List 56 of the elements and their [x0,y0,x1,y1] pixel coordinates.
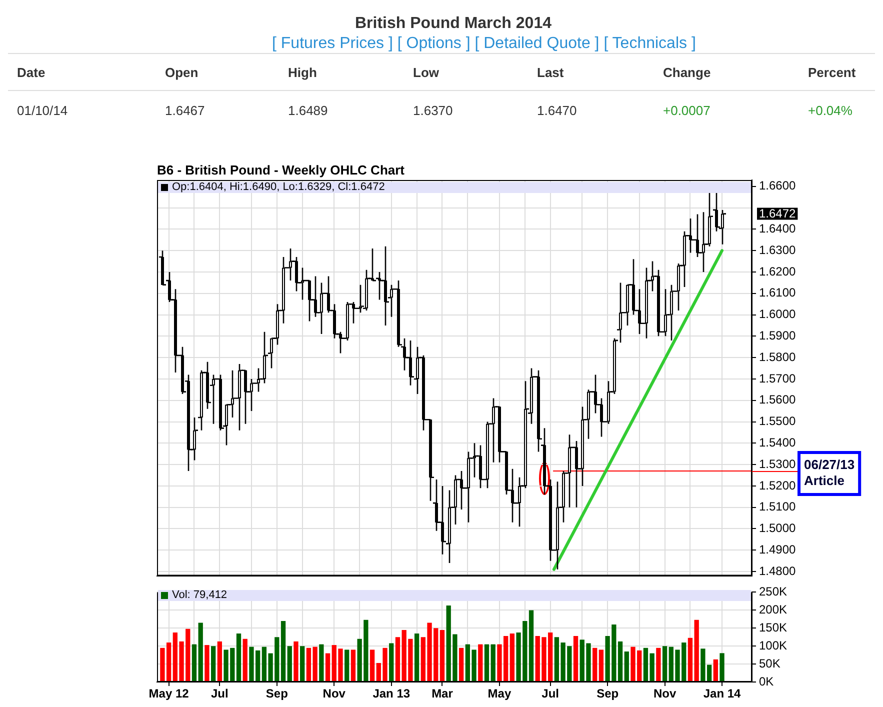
y-tick-label: 1.5600 [759,392,796,407]
text: 1.6489 [288,102,328,120]
text: [ Futures Prices ] [ Options ] [ Detailed Quote ] [ Technicals ] [272,34,696,54]
x-tick-label: Mar [432,686,454,701]
y-tick-label: 1.5400 [759,435,796,450]
y-tick-label: 50K [759,656,780,670]
x-tick-label: Nov [322,686,346,701]
x-tick-label: Sep [596,686,619,701]
x-tick-label: Jul [542,686,560,701]
text: 1.6472 [759,206,796,221]
y-tick-label: 1.5200 [759,478,796,492]
text: High [288,64,317,82]
y-tick-label: 1.6400 [759,222,796,236]
text: 01/10/14 [17,102,68,120]
y-tick-label: 1.6000 [759,307,796,322]
x-tick-label: Sep [266,686,288,701]
legend-label: 06/27/13 Article [804,457,855,488]
y-tick-label: 1.4800 [759,564,796,578]
y-tick-label: 150K [759,620,788,634]
text: Percent [808,64,856,82]
text: 1.6470 [537,102,577,120]
y-tick-label: 0K [759,674,774,688]
y-tick-label: 1.5300 [759,456,796,471]
text: +0.04% [808,102,852,120]
y-tick-label: 1.5700 [759,371,796,386]
x-tick-label: Jul [211,686,228,701]
y-tick-label: 1.6200 [759,264,796,278]
x-tick-label: Jan 14 [703,686,742,701]
x-tick-label: May [488,686,512,701]
y-tick-label: 1.6100 [759,286,796,300]
text: 1.6467 [165,102,205,120]
y-tick-label: 1.5000 [759,521,796,536]
y-tick-label: 200K [759,602,788,616]
text: 1.6370 [413,102,453,120]
text: Last [537,64,564,82]
y-tick-label: 1.5500 [759,414,796,428]
text: +0.0007 [663,102,710,120]
text: Change [663,64,711,82]
y-tick-label: 1.5100 [759,500,796,514]
y-tick-label: 1.4900 [759,542,796,556]
x-tick-label: Jan 13 [372,686,410,701]
x-tick-label: Nov [653,686,676,701]
y-tick-label: 1.6300 [759,242,796,257]
annotation: Vol: 79,412 [172,589,228,601]
y-tick-label: 1.5800 [759,350,796,364]
x-tick-label: May 12 [148,686,190,701]
text: British Pound March 2014 [355,14,552,34]
chart-title: B6 - British Pound - Weekly OHLC Chart [157,162,406,178]
y-tick-label: 100K [759,638,788,652]
y-tick-label: 250K [759,584,788,599]
y-tick-label: 1.6600 [759,178,796,193]
annotation: Op:1.6404, Hi:1.6490, Lo:1.6329, Cl:1.6472 [172,181,385,193]
text: Low [413,64,439,82]
text: Date [17,64,46,82]
text: Open [165,64,198,82]
y-tick-label: 1.5900 [759,328,796,342]
